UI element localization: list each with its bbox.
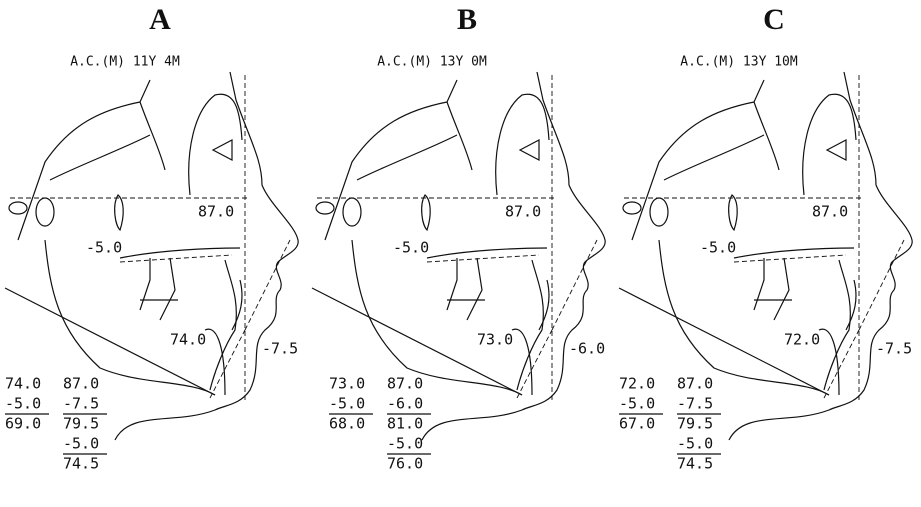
measurement-label: -5.0 <box>86 239 122 257</box>
calc-value: -5.0 <box>5 395 41 413</box>
panel-letter: C <box>763 3 785 36</box>
calc-value: 72.0 <box>619 375 655 393</box>
panel-letter: A <box>149 3 171 36</box>
calc-value: 68.0 <box>329 415 365 433</box>
measurement-label: 87.0 <box>505 203 541 221</box>
calc-value: -7.5 <box>63 395 99 413</box>
measurement-label: 87.0 <box>198 203 234 221</box>
measurement-label: -7.5 <box>262 340 298 358</box>
calc-value: 76.0 <box>387 455 423 473</box>
calc-value: 73.0 <box>329 375 365 393</box>
calc-value: -5.0 <box>677 435 713 453</box>
measurement-label: -7.5 <box>876 340 912 358</box>
calc-value: -5.0 <box>329 395 365 413</box>
calc-value: -5.0 <box>619 395 655 413</box>
panel-letter: B <box>457 3 477 36</box>
measurement-label: -6.0 <box>569 340 605 358</box>
calc-value: 74.5 <box>63 455 99 473</box>
calc-value: 74.0 <box>5 375 41 393</box>
measurement-label: 72.0 <box>784 331 820 349</box>
calc-value: 74.5 <box>677 455 713 473</box>
panel-caption: A.C.(M) 13Y 0M <box>377 55 487 70</box>
figure: A A.C.(M) 11Y 4M 87.0 -5.0 74.0 -7.5 74.0 -5.0 6… <box>0 0 921 507</box>
calc-value: 87.0 <box>387 375 423 393</box>
measurement-label: 73.0 <box>477 331 513 349</box>
measurement-label: -5.0 <box>393 239 429 257</box>
measurement-label: 74.0 <box>170 331 206 349</box>
calc-value: -6.0 <box>387 395 423 413</box>
calc-value: 81.0 <box>387 415 423 433</box>
measurement-label: 87.0 <box>812 203 848 221</box>
measurement-label: -5.0 <box>700 239 736 257</box>
panel-caption: A.C.(M) 11Y 4M <box>70 55 180 70</box>
calc-value: 79.5 <box>677 415 713 433</box>
tracing <box>619 72 912 440</box>
calc-value: 87.0 <box>63 375 99 393</box>
calc-value: 67.0 <box>619 415 655 433</box>
calc-value: -5.0 <box>387 435 423 453</box>
panel-caption: A.C.(M) 13Y 10M <box>680 55 798 70</box>
calc-value: 79.5 <box>63 415 99 433</box>
calc-value: -5.0 <box>63 435 99 453</box>
tracing <box>5 72 298 440</box>
calc-value: 69.0 <box>5 415 41 433</box>
calc-value: 87.0 <box>677 375 713 393</box>
calc-value: -7.5 <box>677 395 713 413</box>
